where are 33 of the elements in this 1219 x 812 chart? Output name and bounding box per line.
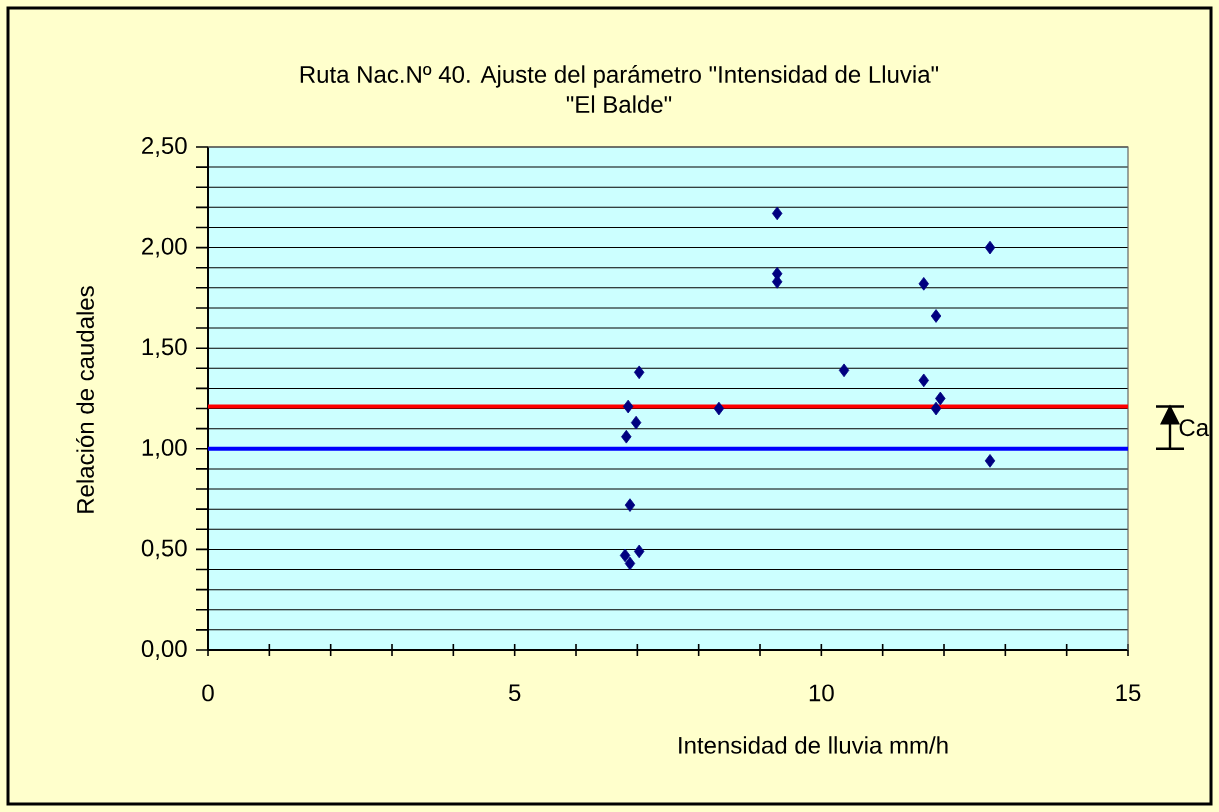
- point: [984, 454, 996, 468]
- point: [633, 544, 645, 559]
- chart-title: Ruta Nac.Nº 40. Ajuste del parámetro "Intensidad de Lluvia": [300, 65, 939, 88]
- y-tick-label: 0,00: [141, 640, 187, 660]
- x-tick-label: 15: [1116, 684, 1141, 702]
- point: [930, 401, 942, 416]
- y-tick-label: 2,00: [142, 237, 187, 258]
- x-tick-label: 10: [809, 684, 834, 702]
- y-tick-label: 1,50: [142, 338, 187, 359]
- point: [713, 401, 725, 416]
- point: [935, 391, 946, 406]
- text: Ca: [1179, 419, 1210, 437]
- chart-subtitle: "El Balde": [566, 95, 672, 113]
- point: [630, 415, 642, 430]
- point: [621, 429, 632, 444]
- y-tick-label: 0,50: [141, 539, 187, 560]
- y-tick-label: 2,50: [142, 137, 187, 157]
- y-tick-label: 1,00: [142, 438, 187, 459]
- point: [619, 548, 631, 563]
- point: [918, 277, 929, 291]
- point: [930, 309, 942, 323]
- point: [771, 206, 783, 221]
- point: [918, 373, 929, 388]
- point: [984, 240, 996, 255]
- point: [624, 498, 636, 512]
- x-tick-label: 5: [508, 684, 521, 702]
- point: [633, 365, 645, 380]
- x-tick-label: 0: [202, 684, 214, 702]
- point: [838, 363, 850, 378]
- y-axis-title: Relación de caudales: [76, 286, 94, 513]
- point: [622, 399, 634, 414]
- point: [624, 556, 636, 571]
- x-axis-title: Intensidad de lluvia mm/h: [679, 736, 948, 754]
